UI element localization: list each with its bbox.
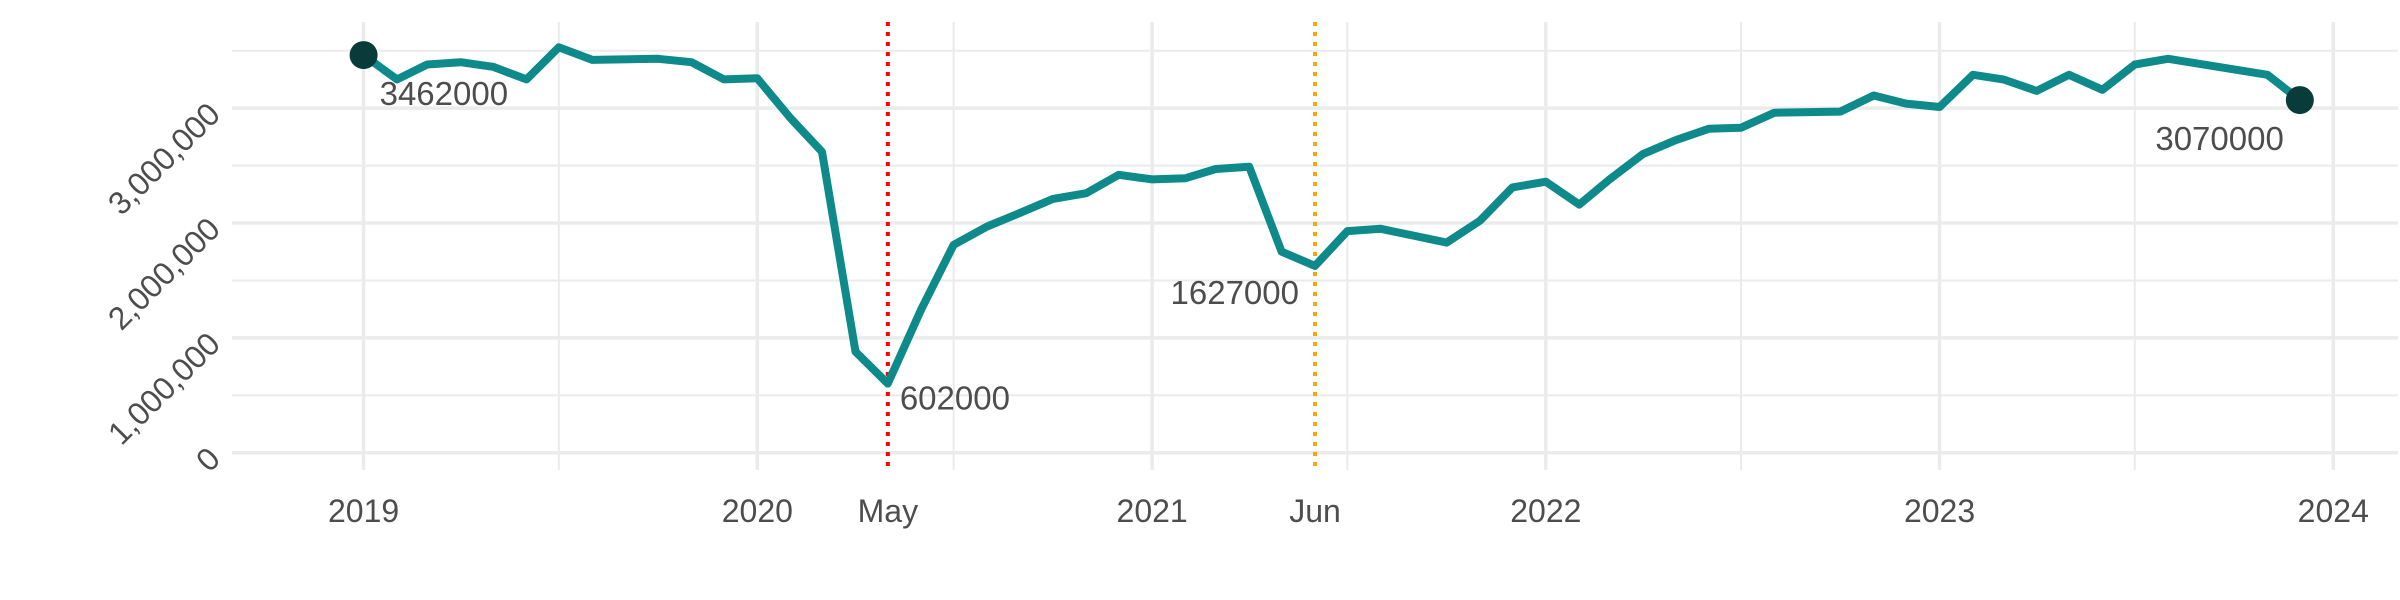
x-tick-label: 2023 [1904,493,1975,529]
data-label: 602000 [900,380,1010,417]
data-label: 1627000 [1171,274,1299,311]
reference-lines [885,22,1317,470]
endpoint-marker [349,41,378,70]
x-tick-label: 2021 [1117,493,1188,529]
y-tick-label: 3,000,000 [101,96,227,222]
series-line [359,43,2304,388]
endpoint-marker [2285,86,2314,115]
reference-line-label: May [858,493,918,529]
x-tick-label: 2024 [2298,493,2369,529]
data-labels: 3462000 602000 1627000 3070000 [380,75,2284,417]
x-tick-label: 2022 [1510,493,1581,529]
series-layer [359,43,2304,388]
data-label: 3070000 [2155,120,2283,157]
x-tick-label: 2020 [722,493,793,529]
highlight-points [349,41,2314,115]
y-tick-label: 2,000,000 [101,211,227,337]
y-tick-label: 1,000,000 [101,325,227,451]
data-label: 3462000 [380,75,508,112]
x-tick-label: 2019 [328,493,399,529]
y-tick-label: 0 [189,440,227,478]
reference-line-label: Jun [1289,493,1341,529]
